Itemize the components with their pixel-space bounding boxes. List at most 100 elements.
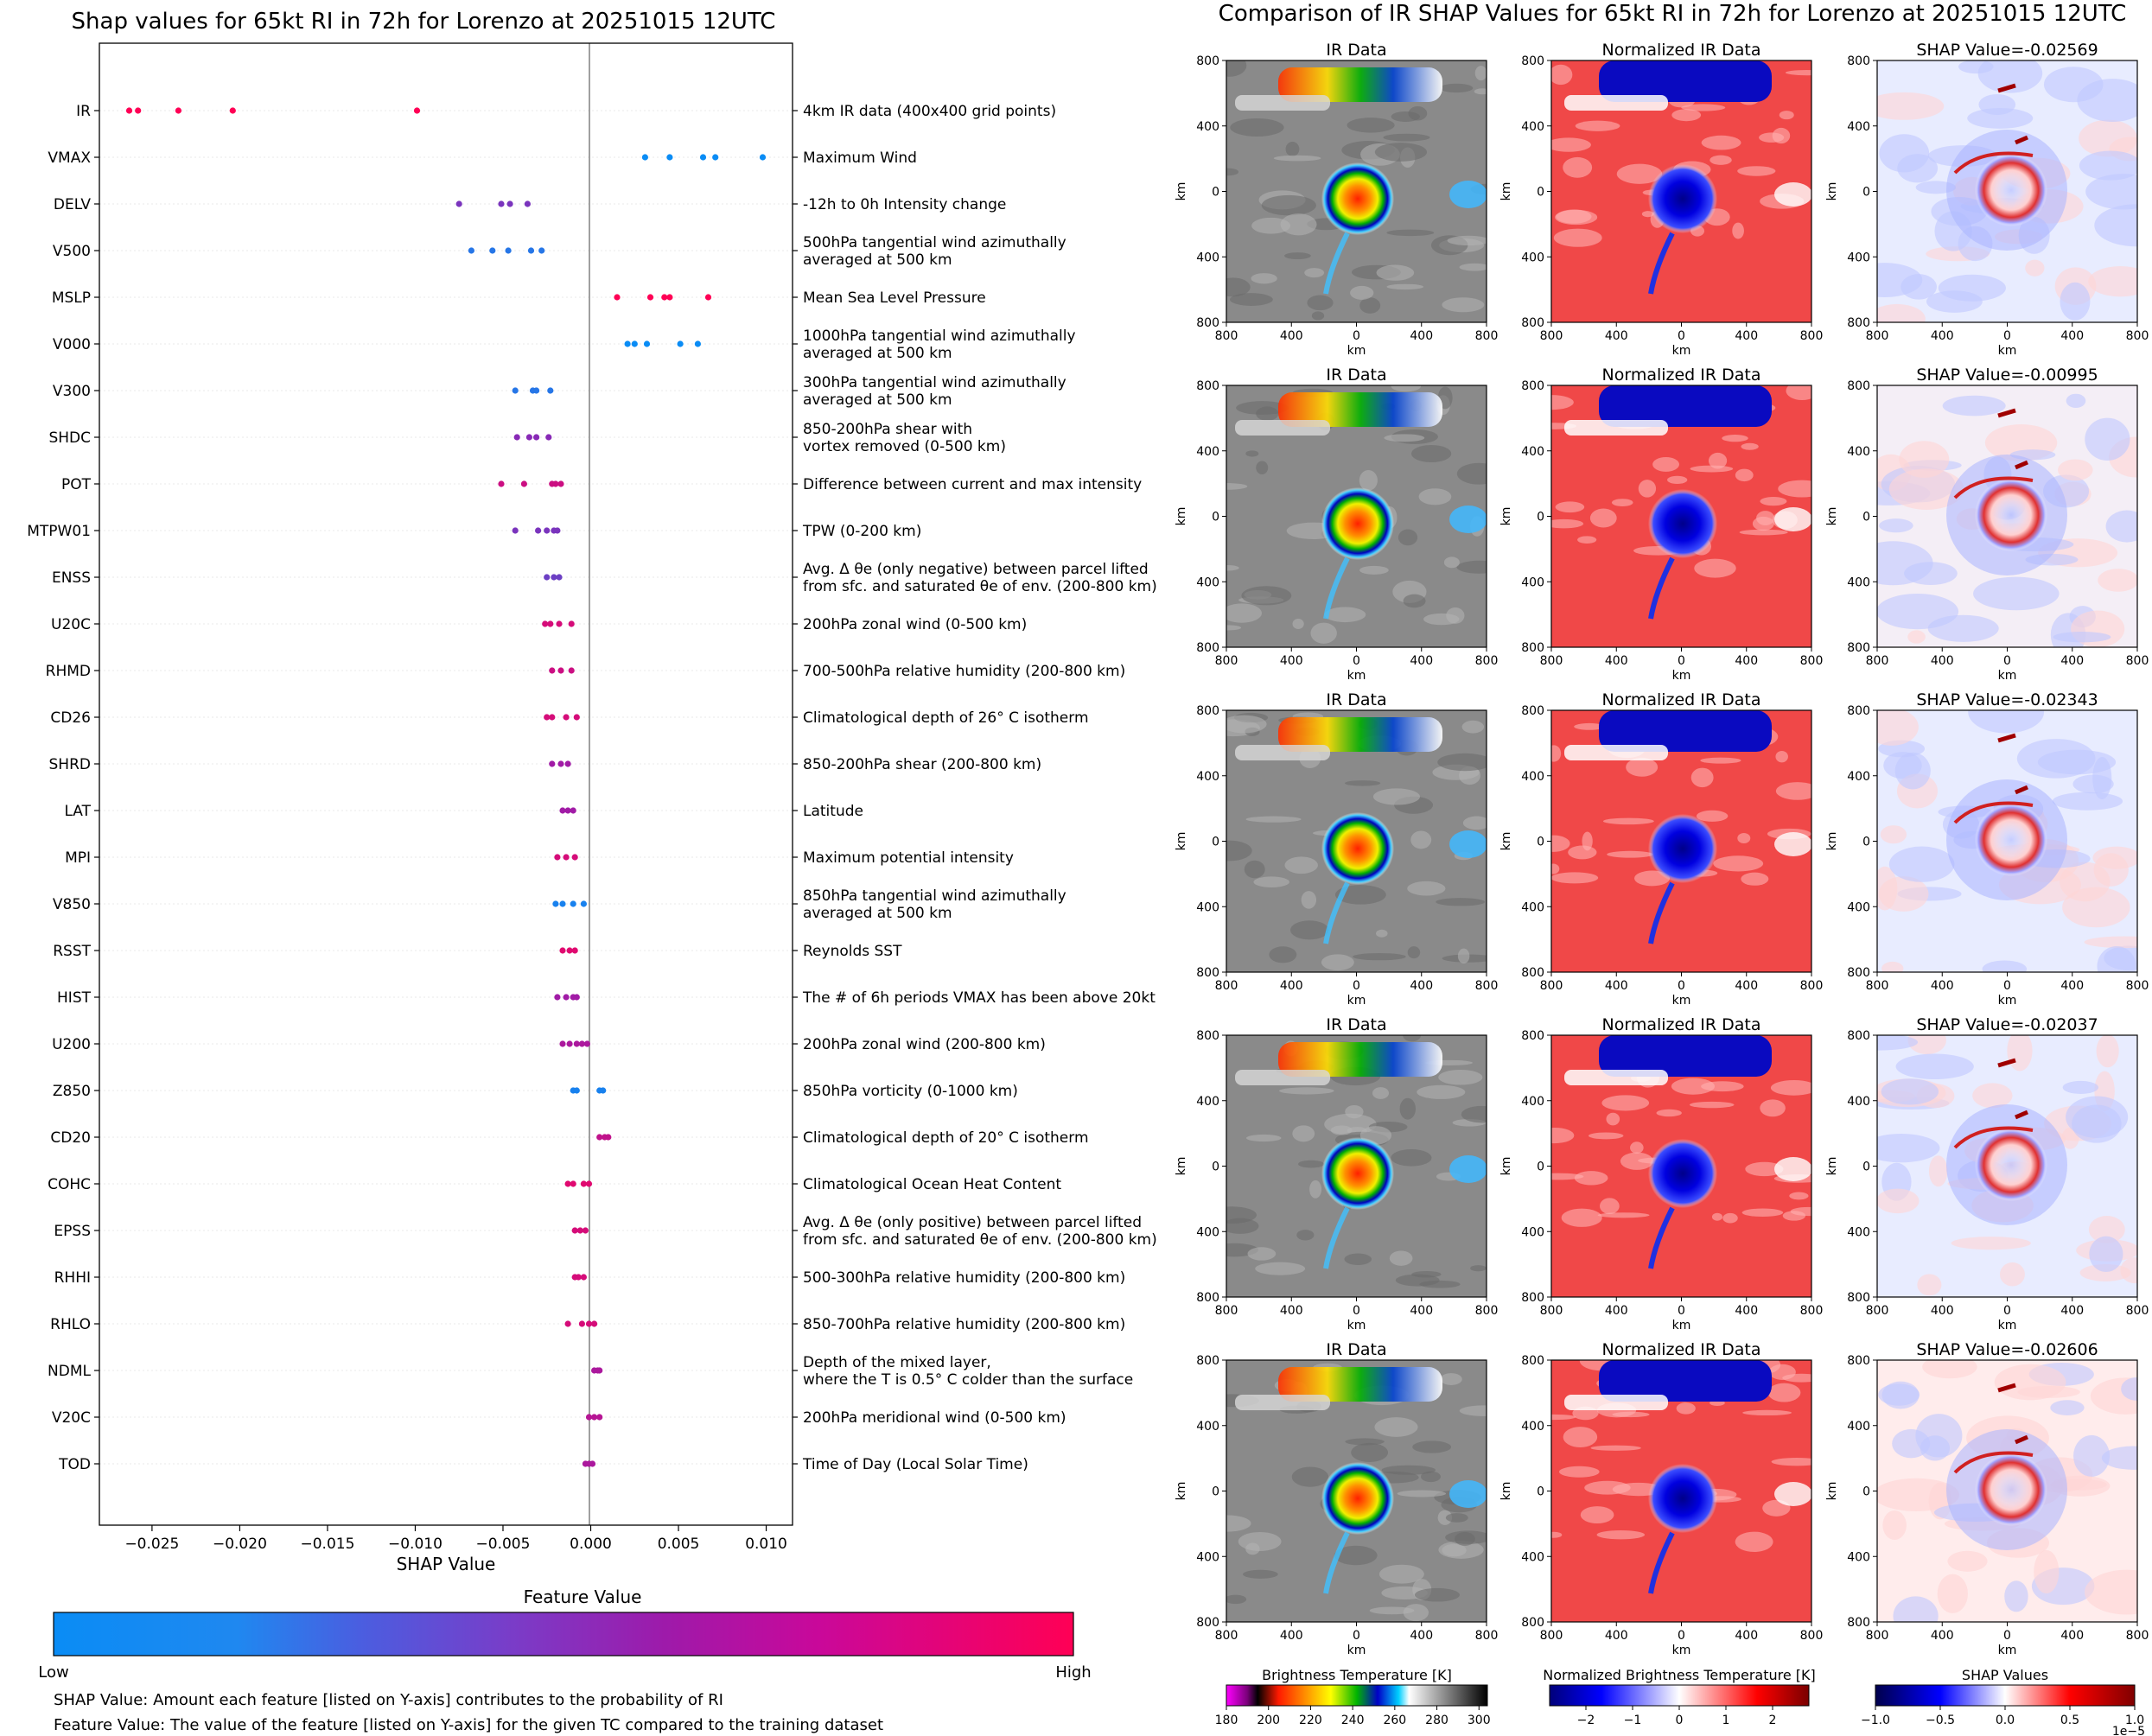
panel-x-tick-label: 0 bbox=[2003, 1629, 2011, 1643]
norm-cloud bbox=[1735, 1531, 1773, 1553]
panel-y-tick-label: 400 bbox=[1847, 900, 1870, 914]
panel-y-tick-label: 400 bbox=[1521, 575, 1544, 589]
shap-blob bbox=[2034, 1549, 2060, 1594]
panel-y-tick-label: 400 bbox=[1847, 445, 1870, 459]
shap-point-epss bbox=[576, 1227, 583, 1234]
panel-y-tick-label: 400 bbox=[1521, 1225, 1544, 1239]
panel-y-tick-label: 800 bbox=[1521, 641, 1544, 655]
shap-point-cd20 bbox=[596, 1134, 603, 1141]
ir-storm bbox=[1321, 812, 1394, 885]
ir-cloud bbox=[1273, 155, 1321, 162]
panel-y-tick-label: 800 bbox=[1521, 966, 1544, 980]
ir-cloud bbox=[1304, 268, 1325, 278]
shap-blob bbox=[1978, 94, 2016, 116]
shap-blob bbox=[2105, 510, 2137, 543]
ir-cloud bbox=[1279, 1087, 1334, 1095]
feature-label-rsst: RSST bbox=[53, 943, 91, 960]
panel-y-tick-label: 400 bbox=[1521, 1420, 1544, 1434]
ir-cloud bbox=[1261, 194, 1316, 216]
shap-positive-streak bbox=[1997, 1058, 2028, 1120]
ir-cloud bbox=[1414, 1587, 1460, 1602]
shap-blob bbox=[1951, 1237, 2031, 1250]
shap-blob bbox=[1977, 60, 2043, 93]
norm-cloud bbox=[1596, 1529, 1646, 1540]
ir-cloud bbox=[1310, 622, 1337, 644]
norm-cloud bbox=[1774, 507, 1811, 531]
panel-x-tick-label: 800 bbox=[1540, 654, 1563, 668]
panel-x-tick-label: 800 bbox=[1866, 654, 1889, 668]
ir-cloud-band bbox=[1278, 67, 1442, 102]
note-feature-value: Feature Value: The value of the feature … bbox=[54, 1716, 883, 1734]
shap-point-rhmd bbox=[568, 667, 575, 674]
norm-cloud-band bbox=[1564, 1395, 1668, 1410]
shap-point-v850 bbox=[552, 900, 559, 907]
shap-point-z850 bbox=[600, 1087, 607, 1094]
ir-cloud bbox=[1350, 285, 1374, 300]
panel-x-tick-label: 800 bbox=[2126, 1629, 2149, 1643]
ir-cloud bbox=[1410, 444, 1452, 463]
x-tick-label: 0.010 bbox=[745, 1536, 787, 1553]
norm-cloud bbox=[1785, 70, 1811, 76]
norm-cloud bbox=[1774, 1157, 1811, 1181]
ir-cloud bbox=[1292, 619, 1304, 629]
ir-cloud bbox=[1226, 60, 1247, 77]
shap-point-ndml bbox=[596, 1367, 603, 1374]
shap-blob bbox=[1920, 1435, 1951, 1461]
feature-label-v20c: V20C bbox=[52, 1409, 91, 1427]
plot-frame bbox=[99, 42, 793, 1526]
ir-cloud bbox=[1351, 1442, 1389, 1462]
norm-rainband bbox=[1648, 881, 1675, 944]
ir-data-title: IR Data bbox=[1326, 1015, 1386, 1034]
feature-desc-rhlo: 850-700hPa relative humidity (200-800 km… bbox=[803, 1316, 1125, 1333]
shap-blob bbox=[2058, 459, 2093, 481]
norm-cloud bbox=[1700, 757, 1741, 764]
norm-cloud bbox=[1551, 745, 1562, 762]
shap-blob bbox=[1877, 1134, 1940, 1163]
colorbar-tick-label: 240 bbox=[1341, 1714, 1365, 1727]
norm-cloud bbox=[1735, 468, 1754, 482]
ir-cloud bbox=[1344, 780, 1381, 786]
panel-x-tick-label: 800 bbox=[1866, 1304, 1889, 1318]
panel-y-tick-label: 800 bbox=[1521, 379, 1544, 393]
ir-cloud bbox=[1226, 565, 1239, 571]
panel-x-tick-label: 400 bbox=[1280, 1304, 1303, 1318]
norm-cloud bbox=[1741, 872, 1769, 886]
ir-storm bbox=[1321, 1137, 1394, 1210]
shap-colorbar-gradient bbox=[1875, 1684, 2136, 1707]
brightness-temperature-colorbar: Brightness Temperature [K] 180 200 220 240 2… bbox=[1215, 1667, 1491, 1727]
normalized-ir-title: Normalized IR Data bbox=[1602, 1015, 1761, 1034]
norm-cloud bbox=[1611, 499, 1633, 507]
panel-x-tick-label: 400 bbox=[1735, 1629, 1758, 1643]
shap-blob bbox=[1994, 1364, 2066, 1401]
panel-x-tick-label: 400 bbox=[1605, 979, 1628, 993]
ir-storm bbox=[1321, 487, 1394, 560]
x-tick-label: 0.000 bbox=[570, 1536, 612, 1553]
shap-blob bbox=[2062, 887, 2130, 928]
ir-cloud bbox=[1376, 929, 1388, 938]
shap-point-pot bbox=[498, 480, 505, 487]
feature-desc-shdc: 850-200hPa shear with vortex removed (0-5… bbox=[803, 421, 1006, 455]
shap-storm bbox=[1975, 804, 2047, 876]
panel-y-tick-label: 400 bbox=[1847, 251, 1870, 264]
ir-cloud bbox=[1301, 891, 1317, 909]
shap-blob bbox=[1888, 846, 1955, 882]
ir-cloud bbox=[1446, 607, 1465, 624]
shap-blob bbox=[1942, 395, 2006, 417]
feature-desc-cd20: Climatological depth of 20° C isotherm bbox=[803, 1129, 1089, 1147]
shap-point-vmax bbox=[712, 154, 719, 161]
ir-cloud bbox=[1457, 948, 1470, 964]
x-axis-ticks: −0.025 −0.020 −0.015 −0.010 −0.005 0.000 0.005… bbox=[124, 1525, 787, 1553]
norm-cloud bbox=[1711, 1212, 1723, 1221]
ir-cloud bbox=[1226, 1515, 1251, 1532]
norm-cloud bbox=[1789, 1192, 1809, 1200]
panel-y-tick-label: 800 bbox=[1196, 316, 1219, 330]
shap-point-vmax bbox=[641, 154, 649, 161]
panel-x-label: km bbox=[1672, 669, 1691, 683]
panel-r5-c2: Normalized IR Data8008004004000040040080… bbox=[1499, 1340, 1823, 1657]
panel-r2-c2: Normalized IR Data8008004004000040040080… bbox=[1499, 366, 1823, 683]
feature-label-ir: IR bbox=[76, 103, 91, 120]
panel-r3-c3: SHAP Value=-0.02343800800400400004004008… bbox=[1825, 690, 2149, 1008]
panel-y-tick-label: 400 bbox=[1521, 120, 1544, 134]
